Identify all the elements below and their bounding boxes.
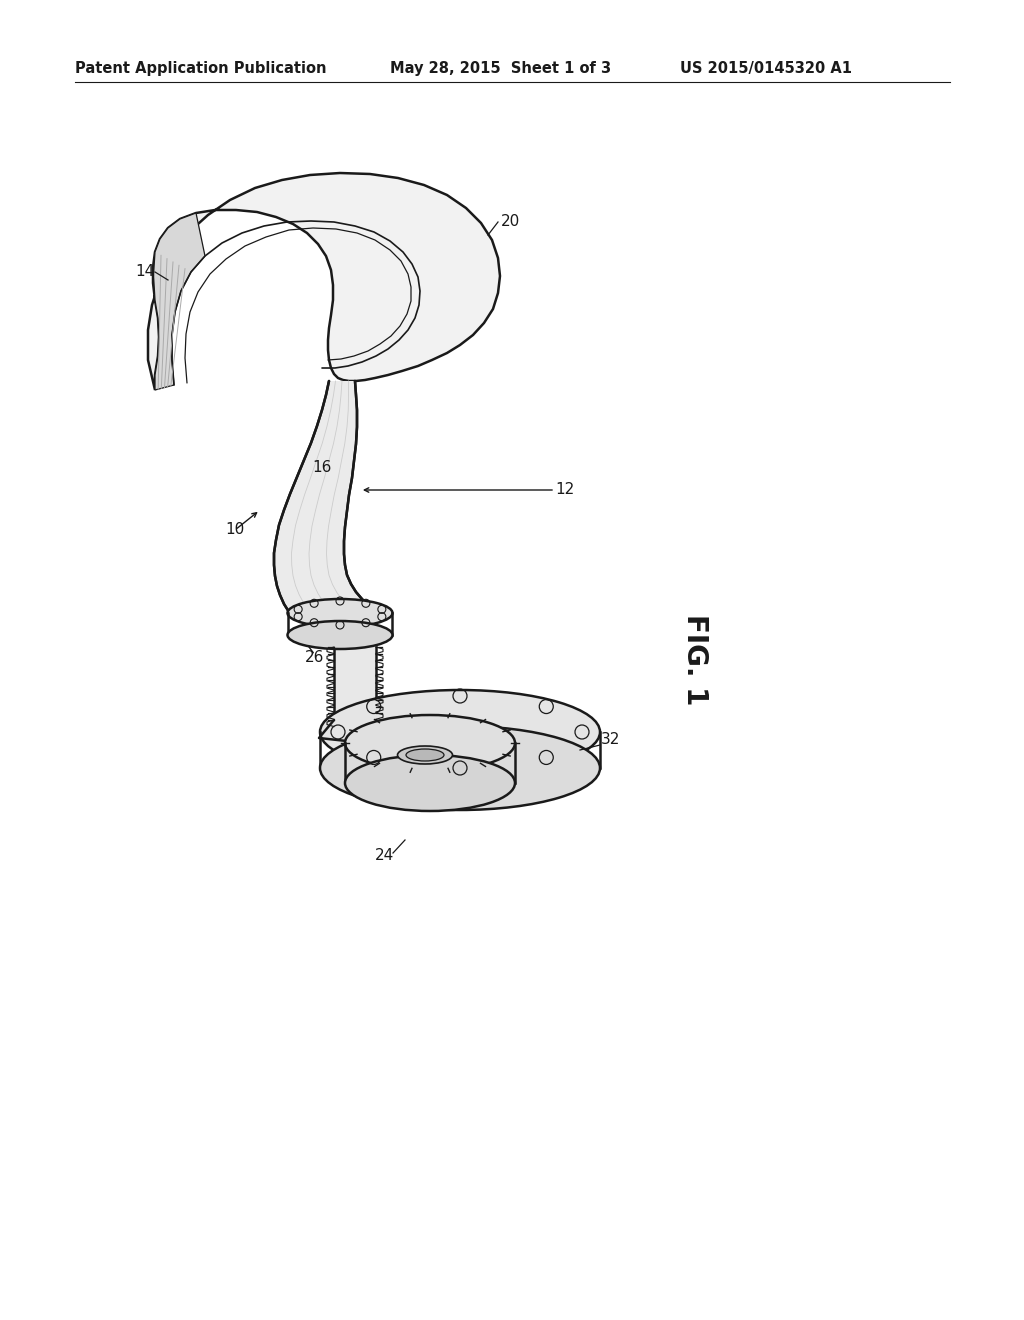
Polygon shape — [153, 213, 205, 389]
Ellipse shape — [345, 755, 515, 810]
Polygon shape — [274, 381, 376, 612]
Polygon shape — [148, 173, 500, 389]
Ellipse shape — [288, 620, 392, 649]
Polygon shape — [334, 647, 376, 719]
Ellipse shape — [345, 715, 515, 771]
Ellipse shape — [406, 748, 444, 762]
Text: 26: 26 — [305, 651, 325, 665]
Text: 10: 10 — [225, 523, 245, 537]
Text: Patent Application Publication: Patent Application Publication — [75, 61, 327, 75]
Ellipse shape — [319, 690, 600, 774]
Text: May 28, 2015  Sheet 1 of 3: May 28, 2015 Sheet 1 of 3 — [390, 61, 611, 75]
Text: 14: 14 — [135, 264, 155, 280]
Text: 24: 24 — [376, 847, 394, 862]
Ellipse shape — [397, 746, 453, 764]
Text: FIG. 1: FIG. 1 — [681, 614, 709, 706]
Text: 16: 16 — [312, 461, 332, 475]
Text: 20: 20 — [501, 214, 519, 230]
Ellipse shape — [319, 726, 600, 810]
Text: US 2015/0145320 A1: US 2015/0145320 A1 — [680, 61, 852, 75]
Text: 12: 12 — [555, 483, 574, 498]
Text: 32: 32 — [600, 733, 620, 747]
Ellipse shape — [288, 599, 392, 627]
